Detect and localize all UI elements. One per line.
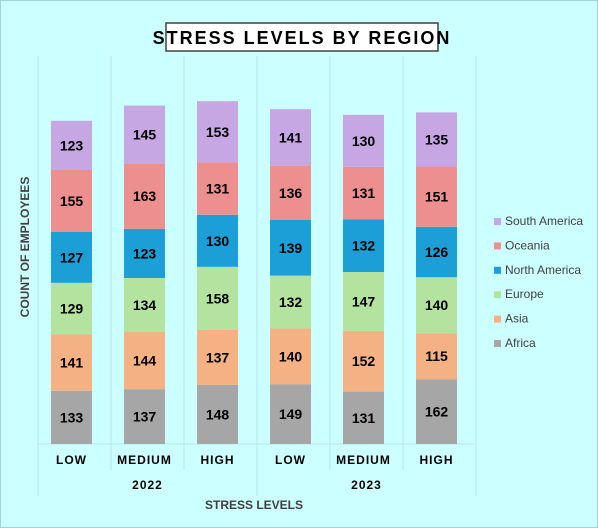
bar-segment-asia [270,328,311,385]
data-label: 127 [60,249,84,265]
bar-segment-oceania [124,163,165,229]
bar-segment-oceania [416,166,457,227]
data-label: 129 [60,301,84,317]
bar-segment-south-america [124,105,165,164]
bar-segment-oceania [197,162,238,215]
legend-swatch [494,218,501,225]
bar-segment-north-america [416,226,457,278]
data-label: 137 [133,409,157,425]
x-tick-label: LOW [56,453,87,467]
data-label: 151 [425,189,449,205]
data-label: 147 [352,293,376,309]
legend-swatch [494,242,501,250]
data-label: 130 [206,233,230,249]
data-label: 141 [279,129,303,145]
bar-segment-asia [197,330,238,385]
bar-segment-north-america [343,219,384,272]
bar-segment-europe [124,278,165,332]
data-label: 148 [206,406,230,422]
bar-segment-europe [270,275,311,329]
data-label: 131 [352,185,376,201]
x-tick-label: MEDIUM [117,453,172,467]
x-group-label: 2023 [351,478,382,492]
bar-segment-south-america [197,101,238,163]
data-label: 132 [352,238,376,254]
data-label: 130 [352,133,376,149]
data-label: 141 [60,355,84,371]
data-label: 126 [425,244,449,260]
data-label: 152 [352,353,376,369]
chart-title: STRESS LEVELS BY REGION [153,28,452,48]
legend-entry: North America [505,263,581,277]
bar-segment-africa [51,390,92,444]
data-label: 131 [352,410,376,426]
legend-entry: Africa [505,336,536,350]
data-label: 134 [133,297,157,313]
bar-segment-oceania [343,166,384,220]
x-tick-label: LOW [275,453,306,467]
data-label: 153 [206,124,230,140]
bar-segment-europe [197,266,238,330]
data-label: 162 [425,404,449,420]
bar-segment-south-america [270,109,311,166]
data-label: 135 [425,131,449,147]
bar-segment-africa [124,389,165,444]
bar-segment-north-america [51,232,92,283]
legend-entry: Europe [505,287,544,301]
x-tick-label: HIGH [201,453,235,467]
data-label: 115 [425,348,448,364]
chart-title-box [165,22,439,52]
bar-segment-europe [343,272,384,331]
legend-entry: Asia [505,312,529,326]
bar-segment-south-america [416,112,457,167]
bar-segment-asia [416,333,457,380]
data-label: 145 [133,127,157,143]
bar-segment-south-america [51,120,92,170]
x-axis-title: STRESS LEVELS [205,498,303,512]
data-label: 155 [60,193,84,209]
x-tick-label: HIGH [420,453,454,467]
data-label: 139 [279,240,303,256]
legend-swatch [494,266,501,274]
legend-swatch [494,315,501,323]
data-label: 144 [133,352,157,368]
data-label: 132 [279,294,303,310]
data-label: 149 [279,406,303,422]
bar-segment-africa [343,391,384,444]
bar-segment-asia [51,334,92,391]
legend-entry: South America [505,214,583,228]
bar-segment-asia [124,331,165,390]
data-label: 140 [279,348,303,364]
bar-segment-europe [416,277,457,334]
y-axis-title: COUNT OF EMPLOYEES [18,177,32,318]
data-label: 140 [425,297,449,313]
data-label: 131 [206,181,230,197]
bar-segment-africa [270,384,311,444]
legend-swatch [494,340,501,347]
bar-segment-south-america [343,114,384,167]
x-tick-label: MEDIUM [336,453,391,467]
bar-segment-north-america [197,214,238,267]
data-label: 158 [206,290,230,306]
bar-segment-oceania [270,165,311,220]
bar-segment-asia [343,330,384,392]
bar-segment-north-america [124,228,165,278]
data-label: 137 [206,349,230,365]
data-label: 123 [60,137,84,153]
bar-segment-africa [416,379,457,444]
legend-entry: Oceania [505,238,550,252]
bar-segment-europe [51,282,92,335]
legend-swatch [494,291,501,299]
data-label: 163 [133,188,157,204]
data-label: 123 [133,245,157,261]
data-label: 133 [60,409,84,425]
data-label: 136 [279,185,303,201]
bar-segment-africa [197,384,238,444]
bar-segment-oceania [51,170,92,232]
bar-segment-north-america [270,220,311,276]
x-group-label: 2022 [132,478,163,492]
